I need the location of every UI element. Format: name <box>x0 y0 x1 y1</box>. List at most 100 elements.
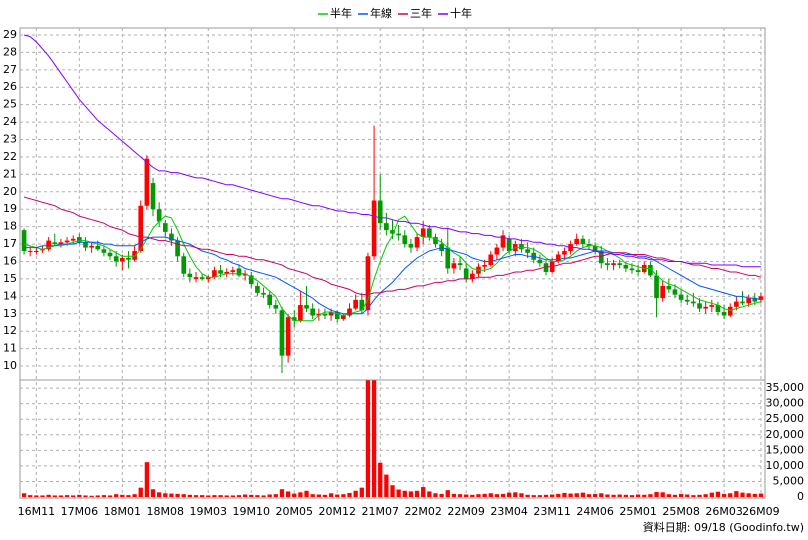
y-tick-label: 15 <box>3 272 17 285</box>
candle-body <box>746 298 751 304</box>
volume-bar <box>685 494 690 497</box>
volume-bar <box>236 495 242 497</box>
candle-body <box>175 240 180 257</box>
volume-bar <box>218 495 223 497</box>
volume-bar <box>328 493 334 497</box>
x-tick-label: 20M05 <box>276 505 314 518</box>
candle-body <box>562 251 567 255</box>
x-tick-label: 24M06 <box>576 505 614 518</box>
candle-body <box>46 240 51 250</box>
volume-bar <box>746 493 751 497</box>
volume-bar <box>138 487 143 497</box>
candle-body <box>758 296 764 300</box>
candle-body <box>666 285 672 290</box>
y-tick-label: 14 <box>3 289 17 302</box>
volume-bar <box>40 495 45 497</box>
volume-bar <box>169 493 174 497</box>
volume-bar <box>353 490 358 497</box>
candle-body <box>721 312 727 316</box>
candle-body <box>543 263 549 272</box>
volume-bar <box>310 494 315 497</box>
candle-body <box>273 305 279 309</box>
candle-body <box>482 264 487 267</box>
volume-bar <box>635 494 641 497</box>
volume-bar <box>507 492 512 497</box>
candle-body <box>420 228 426 238</box>
volume-bar <box>365 380 371 497</box>
volume-tick-label: 30,000 <box>766 397 805 410</box>
y-tick-label: 13 <box>3 307 17 320</box>
volume-bar <box>163 493 168 497</box>
volume-bar <box>580 492 586 497</box>
volume-bar <box>77 494 82 497</box>
candle-body <box>353 299 358 309</box>
volume-bar <box>28 495 33 497</box>
volume-bar <box>46 494 51 497</box>
candle-body <box>193 277 199 279</box>
volume-bar <box>316 494 321 497</box>
volume-bar <box>703 494 708 497</box>
candle-body <box>126 258 131 260</box>
candle-body <box>304 305 309 309</box>
volume-bar <box>709 492 714 497</box>
volume-bar <box>52 495 57 497</box>
candle-body <box>519 244 524 250</box>
candle-body <box>328 312 334 316</box>
y-tick-label: 12 <box>3 324 17 337</box>
volume-bar <box>187 494 193 497</box>
volume-bar <box>525 494 530 497</box>
volume-bar <box>623 494 628 497</box>
candle-body <box>629 268 635 271</box>
candle-body <box>156 209 162 222</box>
x-tick-label: 18M08 <box>147 505 185 518</box>
volume-bar <box>58 495 64 497</box>
volume-bar <box>21 493 27 497</box>
candle-body <box>322 313 328 316</box>
legend-label: 年線 <box>370 6 392 20</box>
volume-bar <box>451 493 457 497</box>
candle-body <box>21 230 27 252</box>
candle-body <box>169 233 174 241</box>
volume-bar <box>611 494 616 497</box>
candle-body <box>248 275 254 285</box>
x-tick-label: 26M09 <box>742 505 780 518</box>
candle-body <box>83 242 88 248</box>
volume-tick-label: 15,000 <box>766 443 805 456</box>
candle-body <box>298 305 303 321</box>
volume-bar <box>101 495 107 497</box>
volume-bar <box>445 490 450 497</box>
y-tick-label: 20 <box>3 185 17 198</box>
candle-body <box>402 235 408 245</box>
candle-body <box>64 240 70 243</box>
y-tick-label: 26 <box>3 80 17 93</box>
volume-bar <box>494 494 500 497</box>
volume-bar <box>568 493 573 497</box>
candle-body <box>648 264 653 276</box>
volume-bar <box>421 487 426 497</box>
volume-bar <box>728 493 733 497</box>
volume-tick-label: 5,000 <box>773 474 805 487</box>
volume-bar <box>605 494 610 497</box>
volume-bar <box>371 380 377 497</box>
candle-body <box>113 256 119 262</box>
candle-body <box>574 238 580 245</box>
candle-body <box>89 245 94 248</box>
candle-body <box>365 256 371 311</box>
x-tick-label: 23M11 <box>533 505 571 518</box>
volume-bar <box>304 490 309 497</box>
volume-bar <box>95 495 100 497</box>
x-tick-label: 23M04 <box>490 505 528 518</box>
candle-body <box>187 273 193 278</box>
x-tick-label: 22M02 <box>404 505 442 518</box>
candle-body <box>654 275 659 299</box>
candle-body <box>212 270 217 278</box>
candle-body <box>427 228 432 238</box>
volume-bar <box>132 494 137 497</box>
candle-body <box>70 238 76 241</box>
candle-body <box>488 254 494 265</box>
candle-body <box>672 289 678 295</box>
volume-bar <box>488 493 493 497</box>
volume-bar <box>556 493 561 497</box>
volume-bar <box>89 495 94 497</box>
volume-bar <box>734 491 739 497</box>
